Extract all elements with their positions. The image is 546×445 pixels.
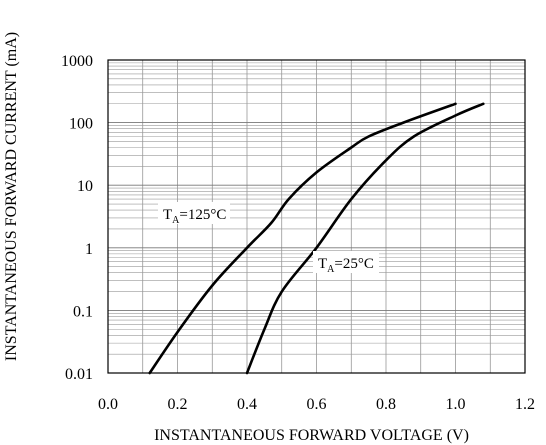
y-tick-label: 0.01 — [65, 366, 93, 383]
x-axis-label: INSTANTANEOUS FORWARD VOLTAGE (V) — [154, 427, 469, 444]
series-line-ta-25c — [245, 102, 485, 375]
y-tick-label: 1 — [85, 241, 93, 258]
grid — [108, 60, 525, 373]
series-label-background — [158, 202, 230, 224]
y-tick-label: 10 — [77, 178, 93, 195]
series-layer — [148, 102, 485, 375]
labels-layer: TA=125°C TA=25°C — [158, 202, 379, 275]
series-label-ta-125c: TA=125°C — [163, 207, 226, 226]
x-tick-label: 0.4 — [237, 396, 257, 413]
y-axis-label: INSTANTANEOUS FORWARD CURRENT (mA) — [3, 32, 20, 361]
x-tick-label: 1.2 — [515, 396, 535, 413]
series-line-ta-125c — [148, 102, 457, 375]
x-tick-label: 0.6 — [307, 396, 327, 413]
series-label-ta-25c: TA=25°C — [318, 256, 374, 275]
x-tick-label: 0.8 — [376, 396, 396, 413]
y-tick-label: 100 — [69, 116, 93, 133]
x-tick-label: 0.0 — [98, 396, 118, 413]
x-tick-label: 0.2 — [168, 396, 188, 413]
x-tick-label: 1.0 — [446, 396, 466, 413]
y-tick-label: 0.1 — [73, 303, 93, 320]
tick-labels: 0.0 0.2 0.4 0.6 0.8 1.0 1.2 0.01 0.1 1 10 100 1000 — [61, 53, 535, 413]
y-tick-label: 1000 — [61, 53, 93, 70]
series-label-background — [313, 251, 379, 273]
plot-area-frame — [107, 59, 526, 374]
